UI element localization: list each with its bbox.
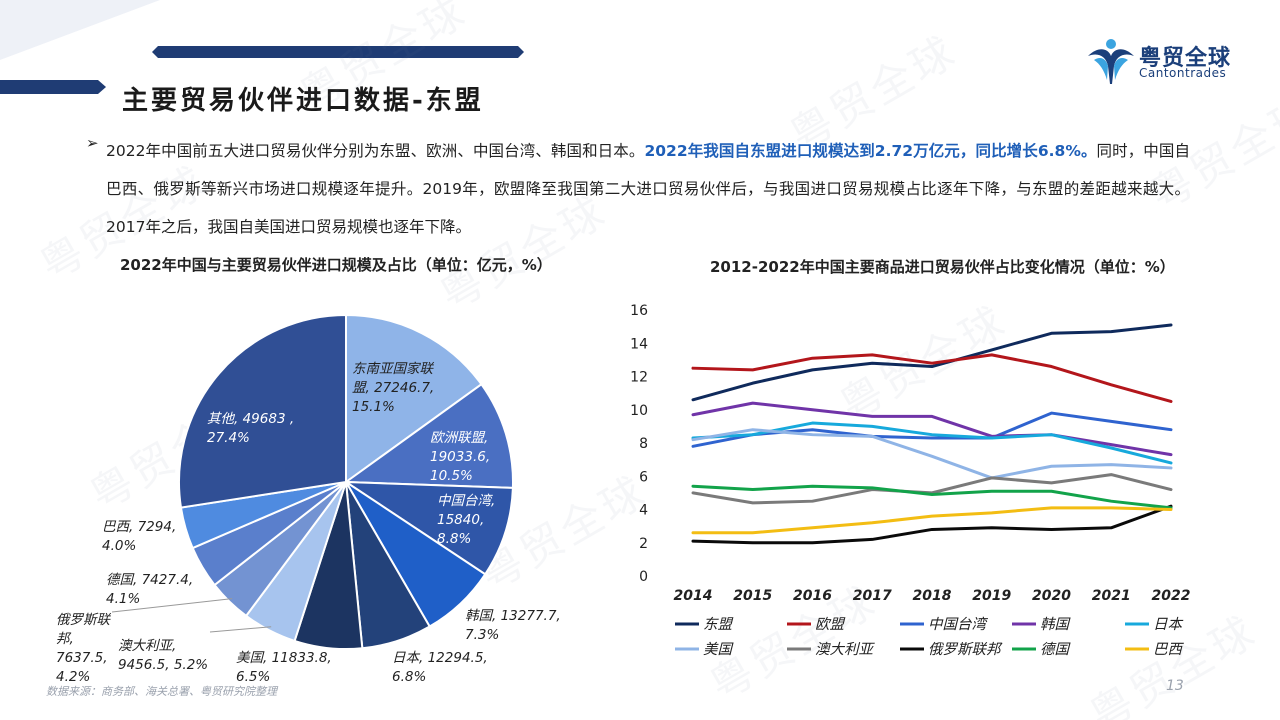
- pie-slice-label: 巴西, 7294, 4.0%: [102, 519, 176, 554]
- pie-slice-label: 欧洲联盟, 19033.6, 10.5%: [430, 430, 490, 484]
- y-tick-label: 8: [639, 436, 648, 452]
- pie-slice-label: 日本, 12294.5, 6.8%: [392, 650, 488, 685]
- title-arrow-decoration: [0, 80, 106, 94]
- paragraph-text: 2022年中国前五大进口贸易伙伴分别为东盟、欧洲、中国台湾、韩国和日本。: [106, 142, 645, 160]
- company-logo: 粤贸全球 Cantontrades: [1084, 36, 1244, 86]
- legend-label: 俄罗斯联邦: [928, 641, 1003, 658]
- y-tick-label: 14: [630, 336, 648, 352]
- x-tick-label: 2019: [972, 588, 1011, 604]
- pie-slice-label: 德国, 7427.4, 4.1%: [106, 572, 193, 607]
- x-tick-label: 2020: [1032, 588, 1071, 604]
- series-line: [691, 428, 1173, 480]
- x-tick-label: 2021: [1092, 588, 1131, 604]
- pie-slice-label: 美国, 11833.8, 6.5%: [236, 650, 332, 685]
- y-tick-label: 2: [639, 536, 648, 552]
- x-tick-label: 2017: [853, 588, 892, 604]
- paragraph-text: 同时，中国自巴西、俄罗斯等新兴市场进口规模逐年提升。2019年，欧盟降至我国第二…: [106, 142, 1190, 236]
- pie-slice: [342, 480, 514, 576]
- page-title: 主要贸易伙伴进口数据-东盟: [122, 86, 484, 116]
- y-tick-label: 4: [639, 503, 648, 519]
- pie-slice-label: 俄罗斯联邦, 7637.5, 4.2%: [56, 612, 111, 685]
- legend-label: 中国台湾: [928, 616, 988, 633]
- legend-label: 东盟: [703, 616, 733, 633]
- pie-slice-label: 澳大利亚, 9456.5, 5.2%: [118, 638, 208, 673]
- pie-slice-label: 其他, 49683 , 27.4%: [207, 411, 294, 446]
- y-tick-label: 0: [639, 569, 648, 585]
- logo-text-en: Cantontrades: [1139, 66, 1227, 80]
- y-tick-label: 16: [630, 303, 648, 319]
- series-line: [691, 484, 1173, 510]
- header-bar: [152, 46, 524, 58]
- legend-label: 澳大利亚: [815, 641, 875, 658]
- legend-label: 巴西: [1153, 642, 1184, 658]
- legend-label: 美国: [703, 641, 734, 658]
- x-tick-label: 2014: [674, 588, 713, 604]
- legend-label: 德国: [1040, 641, 1071, 658]
- legend-label: 日本: [1153, 616, 1183, 633]
- summary-paragraph: 2022年中国前五大进口贸易伙伴分别为东盟、欧洲、中国台湾、韩国和日本。2022…: [106, 132, 1190, 246]
- pie-slice-label: 中国台湾, 15840, 8.8%: [437, 493, 495, 547]
- page-number: 13: [1166, 678, 1184, 694]
- series-line: [691, 506, 1173, 535]
- pie-slice: [345, 313, 483, 484]
- data-source-note: 数据来源：商务部、海关总署、粤贸研究院整理: [46, 685, 277, 698]
- bullet-icon: ➢: [86, 134, 99, 152]
- x-tick-label: 2015: [733, 588, 772, 604]
- y-tick-label: 12: [630, 370, 648, 386]
- y-tick-label: 10: [630, 403, 648, 419]
- pie-chart-title: 2022年中国与主要贸易伙伴进口规模及占比（单位：亿元，%）: [120, 256, 552, 274]
- legend-label: 欧盟: [815, 616, 845, 633]
- series-line: [691, 504, 1173, 545]
- pie-slice-label: 韩国, 13277.7, 7.3%: [465, 608, 561, 643]
- pie-slice: [178, 313, 347, 509]
- pie-slice: [343, 382, 514, 489]
- y-tick-label: 6: [639, 469, 648, 485]
- leader-line: [111, 598, 233, 613]
- x-tick-label: 2018: [913, 588, 952, 604]
- series-line: [691, 353, 1173, 403]
- paragraph-highlight: 2022年我国自东盟进口规模达到2.72万亿元，同比增长6.8%。: [644, 142, 1097, 160]
- logo-icon: [1088, 39, 1134, 84]
- line-chart-title: 2012-2022年中国主要商品进口贸易伙伴占比变化情况（单位：%）: [710, 258, 1175, 276]
- pie-slice-label: 东南亚国家联盟, 27246.7, 15.1%: [352, 361, 434, 415]
- legend-label: 韩国: [1040, 616, 1071, 633]
- x-tick-label: 2016: [793, 588, 832, 604]
- x-tick-label: 2022: [1152, 588, 1191, 604]
- series-line: [691, 323, 1173, 402]
- logo-text-cn: 粤贸全球: [1139, 46, 1232, 71]
- leader-line: [209, 626, 272, 633]
- series-line: [691, 473, 1173, 505]
- series-line: [691, 411, 1173, 448]
- series-line: [691, 401, 1173, 457]
